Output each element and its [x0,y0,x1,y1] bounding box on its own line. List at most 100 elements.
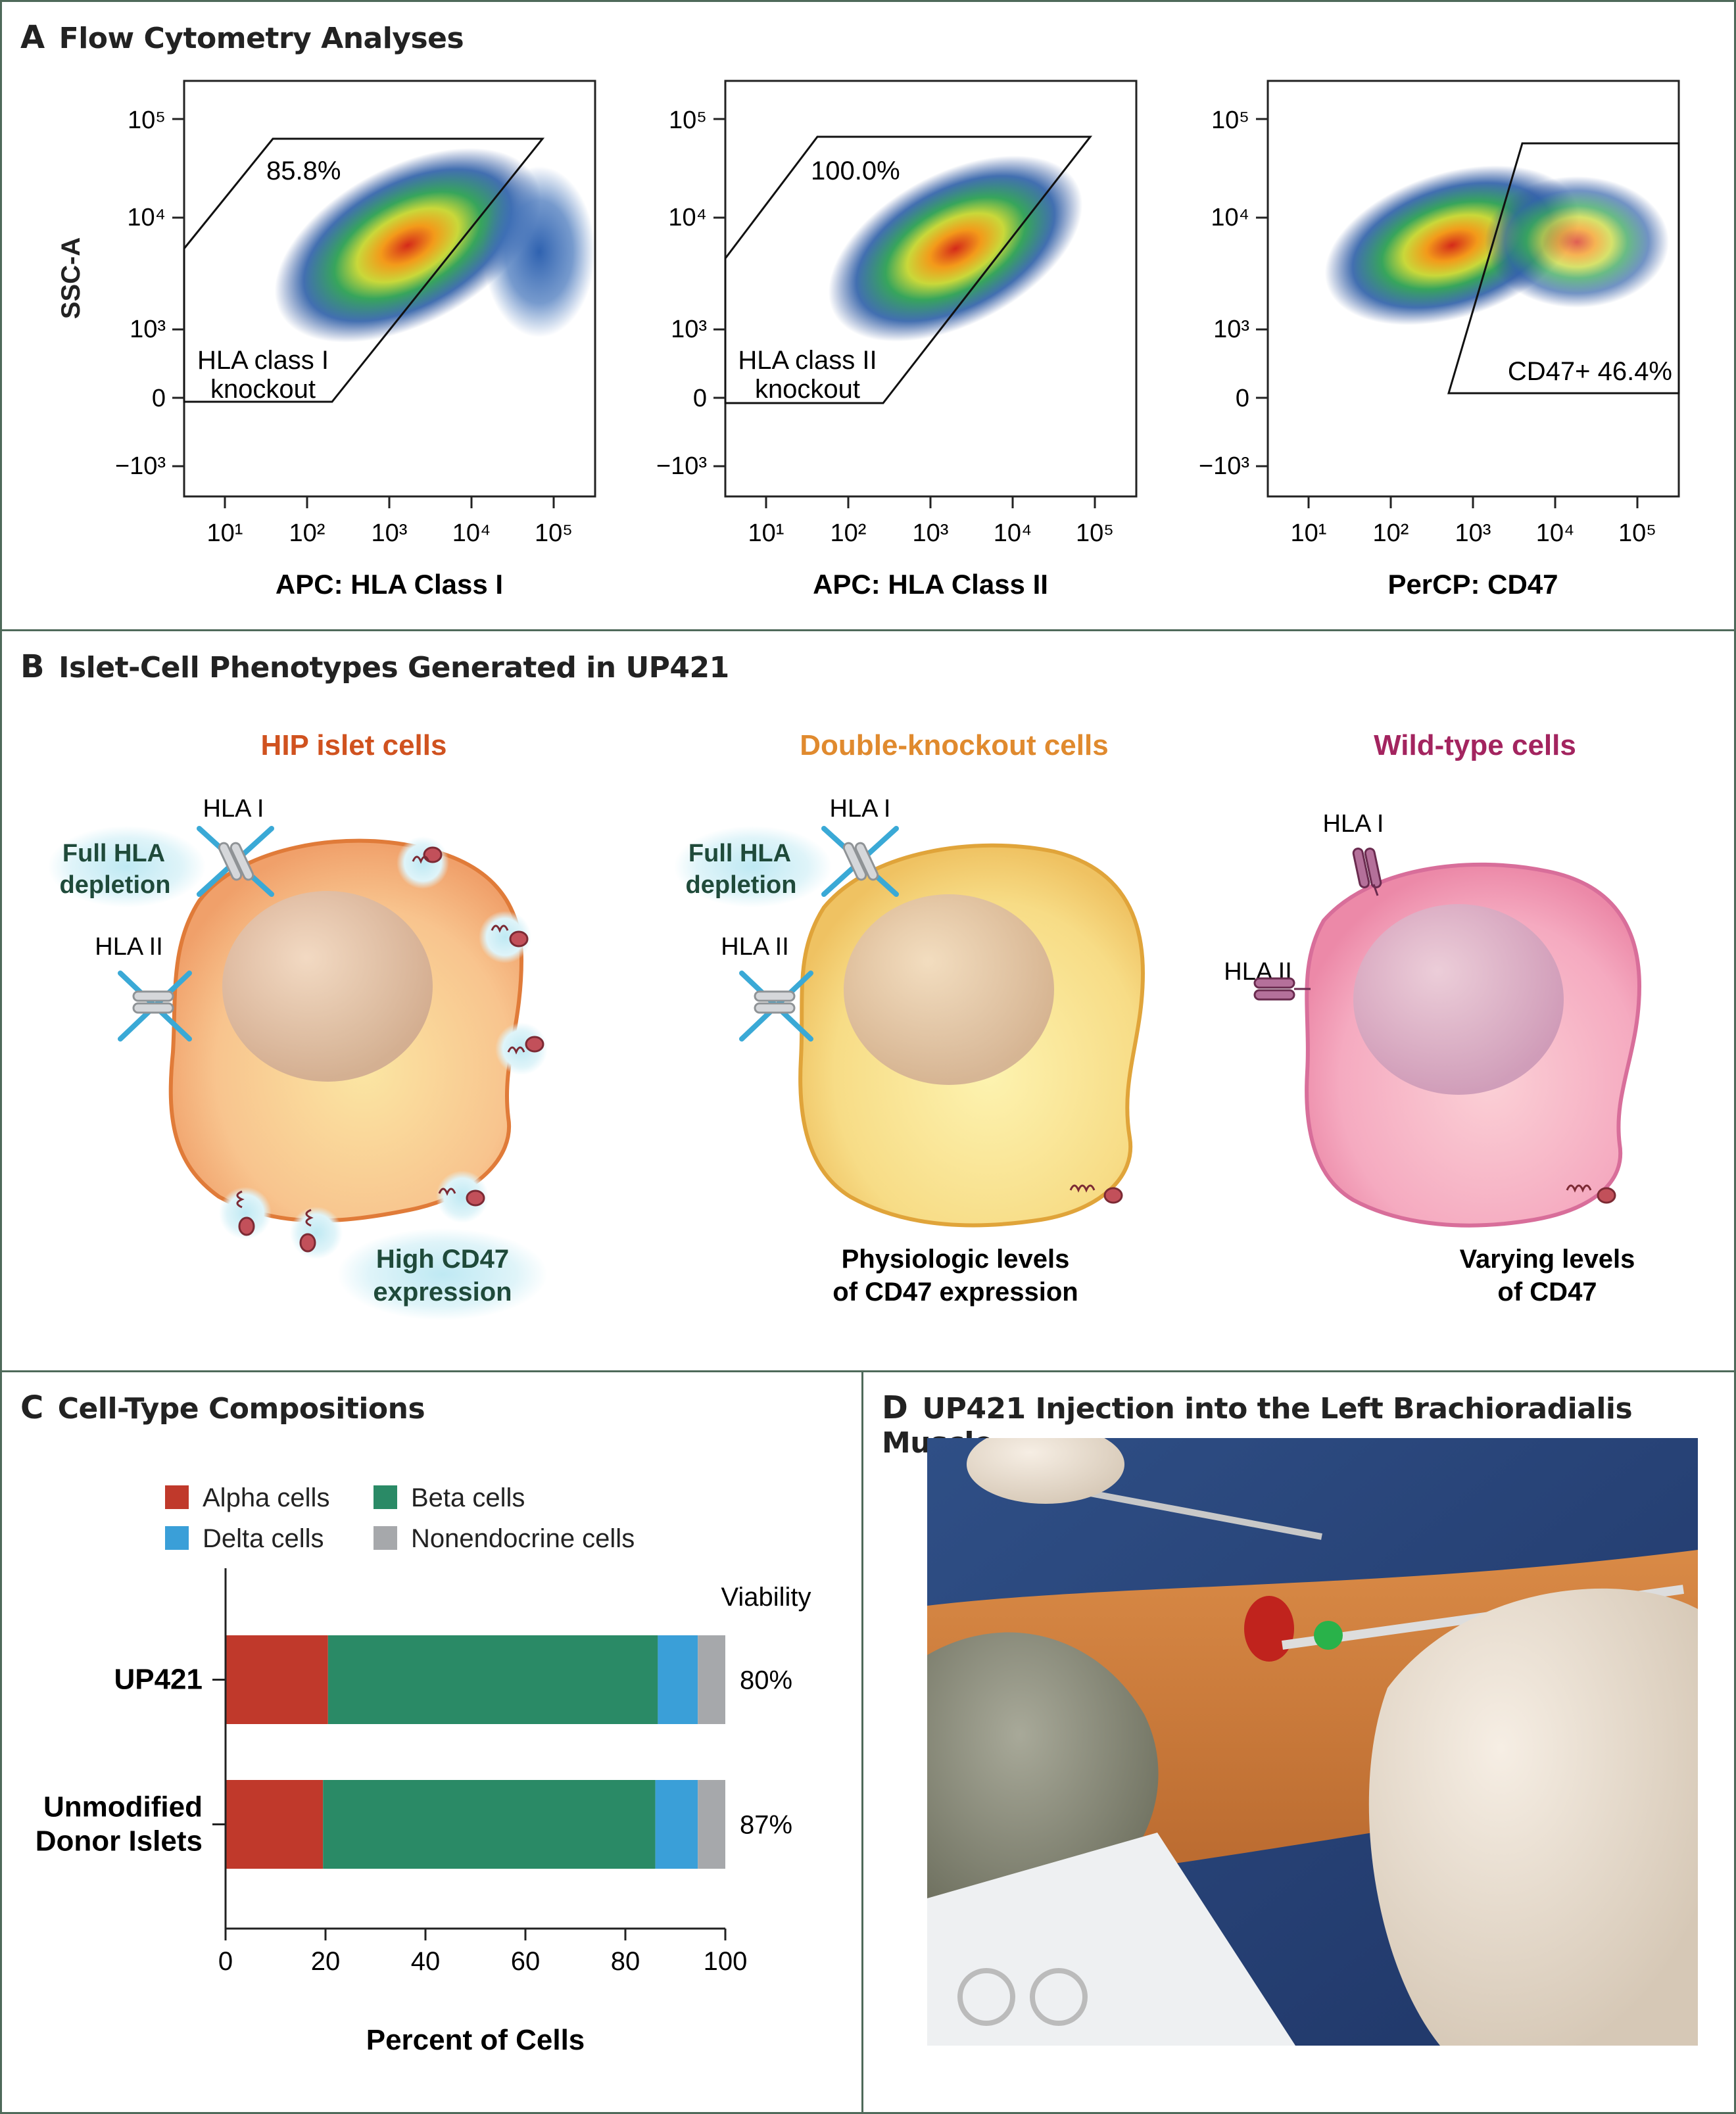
legend-label-alpha: Alpha cells [203,1483,329,1512]
x-tick-label: 20 [311,1947,341,1976]
hla-i-label: HLA I [830,795,891,823]
caption-line2: expression [373,1278,512,1307]
density-cloud-secondary [1485,176,1669,308]
x-tick-label: 0 [218,1947,233,1976]
cell-composition-chart: Alpha cells Beta cells Delta cells Nonen… [36,1483,811,2056]
svg-text:10⁵: 10⁵ [128,107,166,134]
viability-value: 80% [740,1666,792,1695]
svg-text:−10³: −10³ [115,452,166,480]
svg-text:10²: 10² [1373,519,1409,547]
svg-text:10⁴: 10⁴ [1536,519,1575,547]
y-tick-labels: 10⁵ 10⁴ 10³ 0 −10³ [1199,107,1249,480]
x-tick-label: 40 [411,1947,441,1976]
x-tick-label: 80 [611,1947,640,1976]
bar-segment-nonendocrine-cells [698,1780,725,1869]
x-tick-labels: 10¹ 10² 10³ 10⁴ 10⁵ [748,519,1114,547]
panel-c: C Cell-Type Compositions Alpha cells Beta… [0,1370,863,2114]
bar-segment-delta-cells [658,1635,698,1724]
svg-text:10²: 10² [831,519,867,547]
x-tick-label: 100 [704,1947,748,1976]
incision-site [1244,1596,1294,1662]
svg-text:10³: 10³ [372,519,408,547]
x-axis-label: APC: HLA Class I [276,569,503,600]
bar-segment-delta-cells [655,1780,698,1869]
gate-polygon [724,135,1093,404]
scissors-handle [957,1968,1015,2026]
legend-label-nonendocrine: Nonendocrine cells [411,1524,635,1553]
cd47-receptor-icon [1069,1184,1123,1204]
x-tick-labels: 10¹ 10² 10³ 10⁴ 10⁵ [1291,519,1656,547]
gauze [927,1833,1295,2046]
hla-i-molecule-icon [1352,848,1382,896]
callout-line2: depletion [686,871,797,899]
callout-line2: depletion [60,871,171,899]
gate-percent: CD47+ 46.4% [1508,357,1672,386]
panel-b: B Islet-Cell Phenotypes Generated in UP42… [0,629,1736,1372]
svg-text:10²: 10² [289,519,326,547]
right-glove [1368,1588,1698,2046]
svg-text:10³: 10³ [913,519,949,547]
flow-plot-hla-class-ii: 100.0% HLA class II knockout 10⁵ 10⁴ 10³… [656,80,1138,600]
bar-segment-alpha-cells [226,1635,328,1724]
caption-line1: Varying levels [1460,1245,1635,1274]
hla-ii-label: HLA II [721,933,789,961]
bar-segment-beta-cells [323,1780,656,1869]
nucleus [222,891,433,1082]
wild-type-cell: Wild-type cells HLA I HLA II Varying lev… [1224,729,1642,1307]
scissors-handle [1030,1968,1088,2026]
caption-line1: Physiologic levels [842,1245,1070,1274]
legend-swatch-nonendocrine [374,1526,397,1550]
cell-title: Wild-type cells [1374,729,1576,761]
flow-plot-hla-class-i: 85.8% HLA class I knockout 10⁵ 10⁴ 10³ 0… [115,80,596,600]
gate-polygon [1447,142,1680,395]
svg-text:10⁵: 10⁵ [1076,519,1114,547]
viability-header: Viability [721,1583,811,1612]
gate-label-line2: knockout [755,375,860,404]
hla-ii-molecule-icon [1253,977,1311,1001]
legend-swatch-beta [374,1485,397,1509]
svg-text:10³: 10³ [130,316,166,343]
svg-text:−10³: −10³ [1199,452,1249,480]
hla-ii-label: HLA II [95,933,163,961]
svg-text:10⁴: 10⁴ [452,519,491,547]
svg-text:10⁵: 10⁵ [669,107,707,134]
chart-legend: Alpha cells Beta cells Delta cells Nonen… [165,1483,635,1553]
x-axis: 0 20 40 60 80 100 [218,1568,748,1976]
svg-text:10¹: 10¹ [207,519,243,547]
x-axis-label: APC: HLA Class II [813,569,1048,600]
cd47-receptor-icons [219,836,548,1259]
bar-segment-beta-cells [327,1635,658,1724]
gate-percent: 100.0% [811,156,900,185]
callout-line1: Full HLA [62,840,165,867]
density-cloud-secondary [483,166,595,337]
legend-swatch-delta [165,1526,189,1550]
svg-text:0: 0 [152,385,166,412]
svg-text:10³: 10³ [671,316,707,343]
y-tick-labels: 10⁵ 10⁴ 10³ 0 −10³ [656,107,707,480]
callout-glow [674,826,832,907]
svg-text:10⁵: 10⁵ [1211,107,1249,134]
svg-text:10⁴: 10⁴ [668,204,707,231]
panel-a: A Flow Cytometry Analyses SSC-A [0,0,1736,631]
hla-i-label: HLA I [203,795,264,823]
svg-text:10⁴: 10⁴ [994,519,1032,547]
cell-title: HIP islet cells [261,729,447,761]
svg-text:10⁵: 10⁵ [1618,519,1656,547]
gate-label-line1: HLA class II [738,346,877,375]
flow-cytometry-plots: SSC-A 85.8% HLA class I knockout 10⁵ 10⁴… [57,80,1680,600]
category-label: Donor Islets [36,1825,203,1858]
svg-text:0: 0 [693,385,707,412]
callout-line1: Full HLA [688,840,791,867]
x-axis-label: Percent of Cells [366,2024,585,2056]
caption-line1: High CD47 [376,1245,509,1274]
svg-text:10⁵: 10⁵ [535,519,573,547]
density-cloud [274,148,541,343]
y-axis-label: SSC-A [57,237,85,319]
panel-c-title: C Cell-Type Compositions [20,1389,425,1426]
svg-text:10¹: 10¹ [748,519,784,547]
callout-glow [48,826,206,907]
caption-glow [337,1228,548,1320]
caption-line2: of CD47 [1497,1278,1597,1307]
cell-title: Double-knockout cells [800,729,1108,761]
